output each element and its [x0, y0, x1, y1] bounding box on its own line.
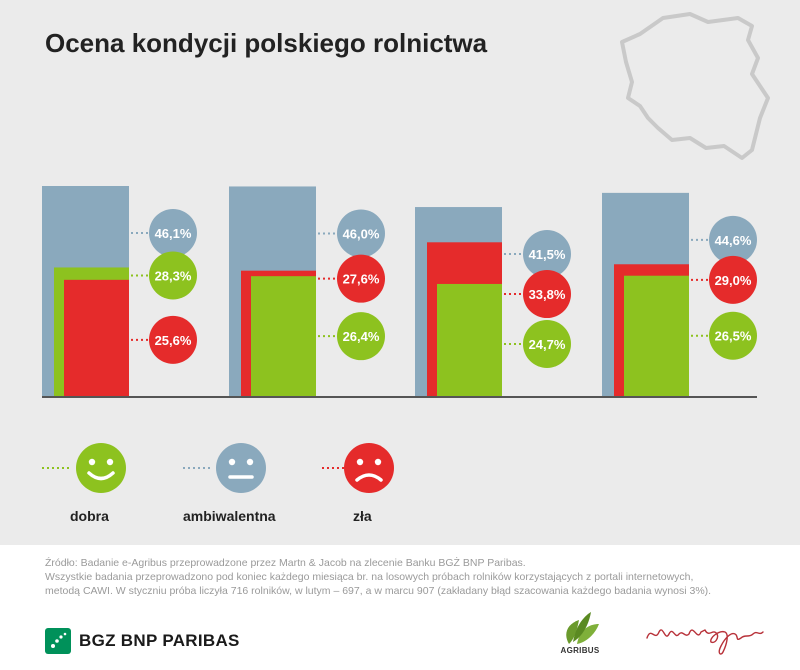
smiley-icon — [42, 443, 126, 493]
value-bubble-dobra-4 — [709, 311, 757, 360]
data-label-ambiwalentna-4: 44,6% — [715, 233, 752, 248]
value-bubble-dobra-3 — [523, 319, 571, 368]
bar-zla-1 — [64, 279, 129, 397]
value-bubble-ambiwalentna-4 — [709, 215, 757, 264]
value-bubble-dobra-1 — [149, 251, 197, 300]
agribus-logo: AGRIBUS — [555, 608, 605, 660]
value-bubble-zla-4 — [709, 255, 757, 304]
sad-face-icon — [322, 443, 394, 493]
value-bubble-zla-1 — [149, 315, 197, 364]
data-label-dobra-2: 26,4% — [343, 329, 380, 344]
data-label-dobra-1: 28,3% — [155, 268, 192, 283]
legend-label-dobra: dobra — [70, 508, 109, 524]
data-label-zla-4: 29,0% — [715, 273, 752, 288]
source-line-2: Wszystkie badania przeprowadzono pod kon… — [45, 571, 694, 583]
value-bubble-zla-3 — [523, 270, 571, 319]
neutral-face-icon — [183, 443, 266, 493]
agribus-logo-text: AGRIBUS — [560, 646, 600, 655]
legend-item-zla — [322, 440, 462, 501]
chart-title: Ocena kondycji polskiego rolnictwa — [45, 28, 488, 58]
value-bubble-zla-2 — [337, 254, 385, 303]
data-label-zla-1: 25,6% — [155, 333, 192, 348]
data-label-ambiwalentna-3: 41,5% — [529, 247, 566, 262]
data-label-ambiwalentna-1: 46,1% — [155, 226, 192, 241]
martin-jacob-signature-logo — [646, 629, 764, 655]
legend-item-dobra — [40, 440, 180, 501]
bank-logo: BGZ BNP PARIBAS — [45, 623, 240, 659]
bank-logo-text: BGZ BNP PARIBAS — [79, 631, 240, 650]
agribus-leaf-icon — [566, 612, 599, 644]
legend-label-ambiwalentna: ambiwalentna — [183, 508, 276, 524]
value-bubble-ambiwalentna-1 — [149, 209, 197, 257]
poland-map-icon — [620, 12, 770, 160]
bar-dobra-3 — [437, 283, 502, 397]
value-bubble-dobra-2 — [337, 312, 385, 361]
data-label-dobra-4: 26,5% — [715, 329, 752, 344]
source-line-1: Źródło: Badanie e-Agribus przeprowadzone… — [45, 557, 526, 569]
source-line-3: metodą CAWI. W styczniu próba liczyła 71… — [45, 585, 712, 597]
data-label-zla-2: 27,6% — [343, 272, 380, 287]
bar-dobra-4 — [624, 275, 689, 397]
bank-stars-icon — [45, 628, 71, 654]
data-label-dobra-3: 24,7% — [529, 337, 566, 352]
chart: 46,1% 25,6% 28,3% 46,0% 27,6% 26,4% 41,5% 33,8%… — [42, 12, 770, 398]
data-label-zla-3: 33,8% — [529, 287, 566, 302]
value-bubble-ambiwalentna-3 — [523, 230, 571, 279]
value-bubble-ambiwalentna-2 — [337, 209, 385, 258]
legend-item-ambiwalentna — [183, 440, 323, 501]
bar-dobra-2 — [251, 276, 316, 397]
source-note: Źródło: Badanie e-Agribus przeprowadzone… — [45, 556, 765, 598]
data-label-ambiwalentna-2: 46,0% — [343, 226, 380, 241]
legend-label-zla: zła — [353, 508, 372, 524]
